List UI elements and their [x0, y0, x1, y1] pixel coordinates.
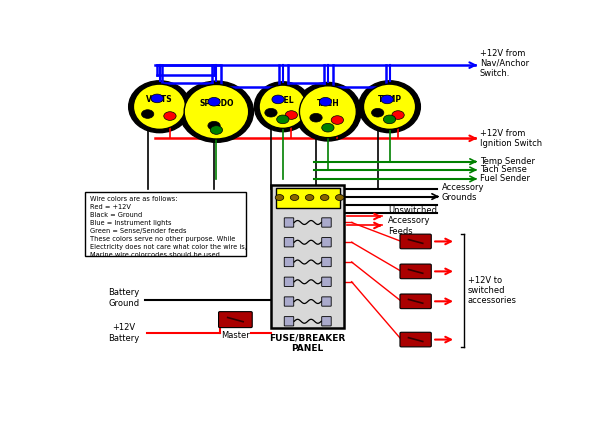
Text: FUSE/BREAKER
PANEL: FUSE/BREAKER PANEL	[270, 334, 346, 353]
Text: +12V
Battery: +12V Battery	[108, 323, 140, 343]
Circle shape	[335, 194, 344, 200]
FancyBboxPatch shape	[322, 238, 331, 247]
FancyBboxPatch shape	[322, 218, 331, 227]
Ellipse shape	[179, 81, 253, 142]
Circle shape	[381, 95, 394, 104]
Text: Master: Master	[221, 331, 250, 340]
Ellipse shape	[364, 84, 416, 129]
Ellipse shape	[295, 83, 361, 141]
FancyBboxPatch shape	[271, 185, 345, 328]
Ellipse shape	[359, 81, 420, 133]
Circle shape	[275, 194, 284, 200]
Circle shape	[383, 115, 396, 124]
Circle shape	[208, 121, 220, 130]
Ellipse shape	[129, 81, 190, 133]
Text: Accessory
Grounds: Accessory Grounds	[442, 183, 484, 203]
Ellipse shape	[184, 84, 248, 139]
Ellipse shape	[133, 84, 185, 129]
Text: TEMP: TEMP	[378, 95, 401, 105]
Circle shape	[331, 116, 343, 124]
Circle shape	[321, 194, 329, 200]
Text: SPEEDO: SPEEDO	[199, 99, 234, 108]
Text: Temp Sender: Temp Sender	[480, 157, 535, 166]
Circle shape	[392, 111, 405, 119]
Circle shape	[322, 124, 334, 132]
Circle shape	[277, 115, 289, 124]
Ellipse shape	[255, 82, 312, 132]
FancyBboxPatch shape	[322, 277, 331, 286]
Text: +12V from
Ignition Switch: +12V from Ignition Switch	[480, 129, 542, 148]
Circle shape	[310, 113, 322, 122]
FancyBboxPatch shape	[400, 294, 431, 308]
Circle shape	[151, 94, 163, 103]
FancyBboxPatch shape	[284, 257, 294, 267]
FancyBboxPatch shape	[322, 297, 331, 306]
Circle shape	[285, 111, 297, 119]
Text: Tach Sense: Tach Sense	[480, 165, 526, 175]
FancyBboxPatch shape	[218, 311, 252, 327]
FancyBboxPatch shape	[284, 218, 294, 227]
Circle shape	[305, 194, 314, 200]
FancyBboxPatch shape	[284, 238, 294, 247]
Text: Battery
Ground: Battery Ground	[108, 288, 140, 308]
Circle shape	[319, 97, 332, 106]
Text: Wire colors are as follows:
Red = +12V
Black = Ground
Blue = Instrument lights
G: Wire colors are as follows: Red = +12V B…	[90, 196, 247, 257]
FancyBboxPatch shape	[400, 332, 431, 347]
Ellipse shape	[299, 86, 356, 138]
Text: FUEL: FUEL	[272, 96, 294, 105]
Ellipse shape	[259, 85, 307, 128]
FancyBboxPatch shape	[284, 277, 294, 286]
Circle shape	[208, 97, 220, 106]
FancyBboxPatch shape	[400, 264, 431, 279]
Circle shape	[164, 112, 176, 121]
FancyBboxPatch shape	[85, 191, 246, 257]
Text: +12V from
Nav/Anchor
Switch.: +12V from Nav/Anchor Switch.	[480, 48, 529, 78]
Text: TACH: TACH	[316, 99, 339, 108]
FancyBboxPatch shape	[322, 317, 331, 326]
Circle shape	[371, 108, 384, 117]
Circle shape	[272, 95, 284, 104]
Circle shape	[141, 110, 154, 118]
FancyBboxPatch shape	[276, 187, 340, 207]
Text: VOLTS: VOLTS	[146, 95, 173, 105]
FancyBboxPatch shape	[284, 317, 294, 326]
FancyBboxPatch shape	[284, 297, 294, 306]
FancyBboxPatch shape	[400, 234, 431, 249]
Circle shape	[211, 126, 223, 134]
FancyBboxPatch shape	[322, 257, 331, 267]
Text: Fuel Sender: Fuel Sender	[480, 175, 529, 184]
Text: +12V to
switched
accessories: +12V to switched accessories	[468, 276, 517, 305]
Circle shape	[290, 194, 299, 200]
Text: Unswitched
Accessory
Feeds: Unswitched Accessory Feeds	[388, 206, 437, 236]
Circle shape	[265, 108, 277, 117]
